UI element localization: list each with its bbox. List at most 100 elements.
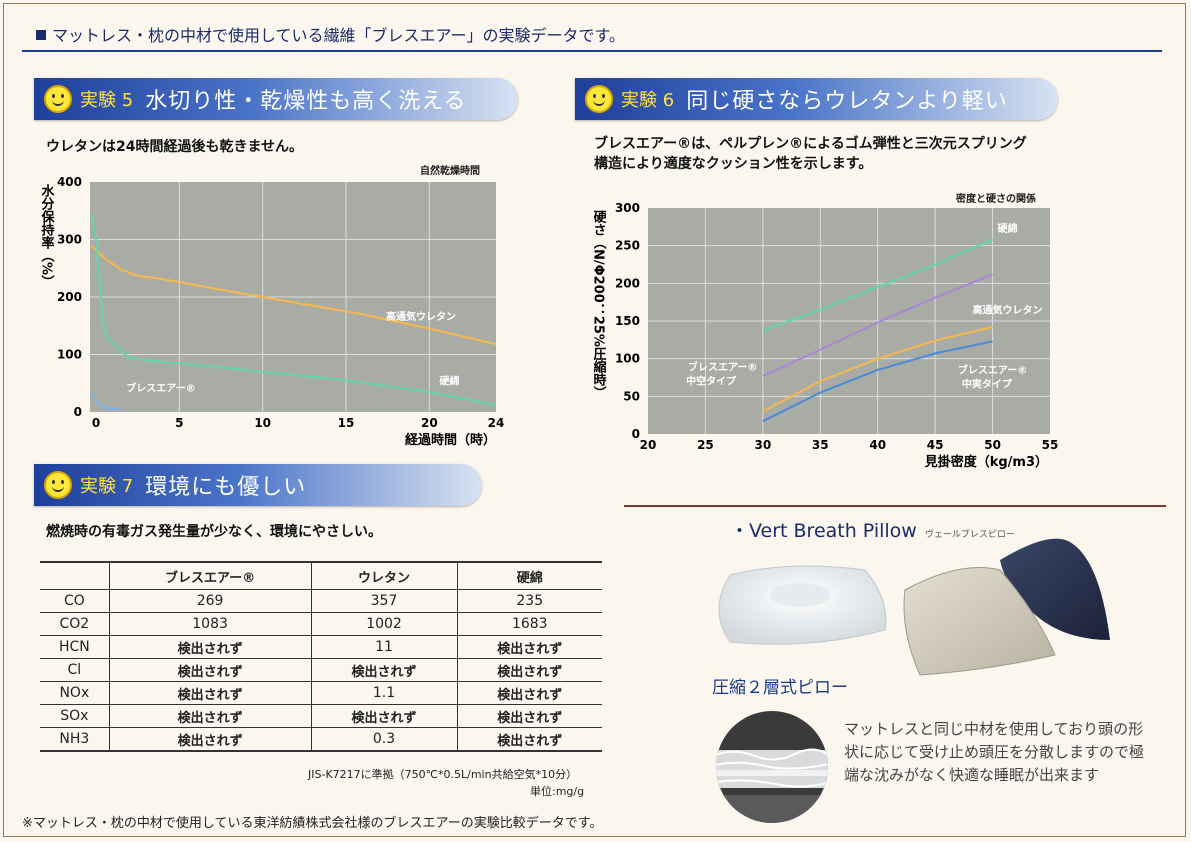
series-label-solid-1: ブレスエアー® (958, 364, 1027, 377)
table-cell: 検出されず (310, 658, 458, 682)
table-row: SOx 検出されず 検出されず 検出されず (40, 704, 602, 728)
foam-closeup-image (716, 711, 828, 823)
table-cell: 357 (310, 589, 458, 613)
x-tick-label: 50 (984, 438, 1001, 452)
y-tick-label: 150 (615, 314, 640, 328)
x-axis-label: 見掛密度（kg/m3） (924, 454, 1048, 470)
square-bullet-icon (36, 30, 46, 40)
gas-table: ブレスエアー® ウレタン 硬綿 CO 269 357 235 CO2 1083 1002 1683… (40, 561, 602, 752)
exp6-title: 同じ硬さならウレタンより軽い (686, 89, 1008, 114)
beige-pillow-image (903, 567, 1056, 676)
pillow-images (718, 538, 1110, 676)
series-label-cotton: 硬綿 (998, 222, 1018, 235)
table-note-unit: 単位:mg/g (530, 785, 585, 798)
smiley-icon (44, 85, 72, 113)
x-tick-label: 0 (92, 416, 100, 430)
table-cell: 検出されず (108, 681, 311, 705)
table-row: NOx 検出されず 1.1 検出されず (40, 681, 602, 705)
table-cell: 11 (310, 635, 458, 659)
pillow-title: ・Vert Breath Pillow ヴェールブレスピロー (730, 520, 1015, 542)
table-row: NH3 検出されず 0.3 検出されず (40, 727, 602, 752)
series-label-hollow-1: ブレスエアー® (688, 361, 757, 374)
table-cell: 検出されず (456, 704, 602, 728)
y-tick-label: 100 (57, 348, 82, 362)
exp5-number: 実験 5 (80, 90, 134, 111)
table-cell: 0.3 (310, 727, 458, 752)
series-label-urethane: 高通気ウレタン (973, 303, 1043, 316)
table-cell: CO2 (40, 612, 110, 636)
series-line (762, 340, 993, 423)
table-row: HCN 検出されず 11 検出されず (40, 635, 602, 659)
y-axis-label: 水分保持率（%） (39, 183, 56, 288)
exp5-title: 水切り性・乾燥性も高く洗える (145, 89, 467, 114)
table-row: Cl 検出されず 検出されず 検出されず (40, 658, 602, 682)
x-tick-label: 20 (640, 438, 657, 452)
table-cell: 1083 (108, 612, 311, 636)
table-header: ブレスエアー® (108, 561, 311, 590)
table-cell: 235 (456, 589, 602, 613)
table-cell: 検出されず (108, 704, 311, 728)
x-axis-label: 経過時間（時） (405, 432, 496, 448)
x-tick-label: 20 (421, 416, 438, 430)
page-frame (3, 3, 1186, 837)
exp7-number: 実験 7 (80, 476, 134, 497)
table-row: CO 269 357 235 (40, 589, 602, 613)
drying-chart: 0 100 200 300 400 0 5 10 15 20 24 水分保持率（%） 経過時間（時） 高通… (39, 176, 505, 448)
x-tick-label: 45 (927, 438, 944, 452)
table-cell: NH3 (40, 727, 110, 752)
y-tick-label: 0 (632, 427, 640, 441)
exp5-chart-title: 自然乾燥時間 (420, 166, 480, 177)
exp6-lead-2: 構造により適度なクッション性を示します。 (594, 156, 873, 172)
table-cell: 1.1 (310, 681, 458, 705)
table-note-standard: JIS-K7217に準拠（750℃*0.5L/min共給空気*10分） (308, 768, 578, 781)
y-tick-label: 200 (57, 290, 82, 304)
x-tick-label: 30 (755, 438, 772, 452)
y-tick-label: 0 (74, 405, 82, 419)
table-cell: 検出されず (108, 727, 311, 752)
table-cell: SOx (40, 704, 110, 728)
table-cell: CO (40, 589, 110, 613)
pillow-description: マットレスと同じ中材を使用しており頭の形状に応じて受け止め頭圧を分散しますので極… (844, 720, 1145, 784)
series-label-cotton: 硬綿 (439, 374, 459, 387)
table-cell: 検出されず (456, 635, 602, 659)
series-label-urethane: 高通気ウレタン (386, 310, 456, 323)
header-rule (22, 50, 1162, 52)
series-label-hollow-2: 中空タイプ (686, 374, 737, 387)
navy-pillow-image (1000, 538, 1110, 640)
smiley-icon (44, 471, 72, 499)
exp6-lead-1: ブレスエアー®は、ペルプレン®によるゴム弾性と三次元スプリング (594, 136, 1027, 152)
exp5-banner: 実験 5 水切り性・乾燥性も高く洗える (34, 78, 518, 120)
footer-note: ※マットレス・枕の中材で使用している東洋紡績株式会社様のブレスエアーの実験比較デ… (22, 816, 603, 831)
x-tick-label: 5 (175, 416, 183, 430)
exp5-lead: ウレタンは24時間経過後も乾きません。 (46, 139, 304, 155)
y-tick-label: 50 (623, 389, 640, 403)
series-line (90, 244, 497, 346)
table-cell: 269 (108, 589, 311, 613)
table-cell: 検出されず (108, 658, 311, 682)
page-title: マットレス・枕の中材で使用している繊維「ブレスエアー」の実験データです。 (36, 22, 625, 46)
table-cell: 検出されず (456, 658, 602, 682)
exp6-number: 実験 6 (621, 90, 675, 111)
pillow-kana: ヴェールブレスピロー (924, 530, 1015, 540)
series-line (90, 213, 497, 407)
x-tick-label: 25 (697, 438, 714, 452)
y-tick-label: 250 (615, 239, 640, 253)
table-header: 硬綿 (456, 561, 602, 590)
table-cell: 検出されず (456, 681, 602, 705)
y-tick-label: 200 (615, 276, 640, 290)
y-axis-label: 硬さ（N/Φ200：25%圧縮時） (594, 210, 607, 399)
table-cell: 1002 (310, 612, 458, 636)
x-tick-label: 15 (338, 416, 355, 430)
table-cell: 検出されず (456, 727, 602, 752)
y-tick-label: 300 (57, 233, 82, 247)
x-tick-label: 24 (488, 416, 505, 430)
table-cell: HCN (40, 635, 110, 659)
series-line (90, 392, 122, 411)
table-cell: 1683 (456, 612, 602, 636)
exp6-chart-title: 密度と硬さの関係 (956, 194, 1036, 205)
y-tick-label: 100 (615, 352, 640, 366)
series-line (762, 238, 993, 332)
x-tick-label: 10 (254, 416, 271, 430)
series-line (762, 326, 993, 413)
table-header: ウレタン (310, 561, 458, 590)
